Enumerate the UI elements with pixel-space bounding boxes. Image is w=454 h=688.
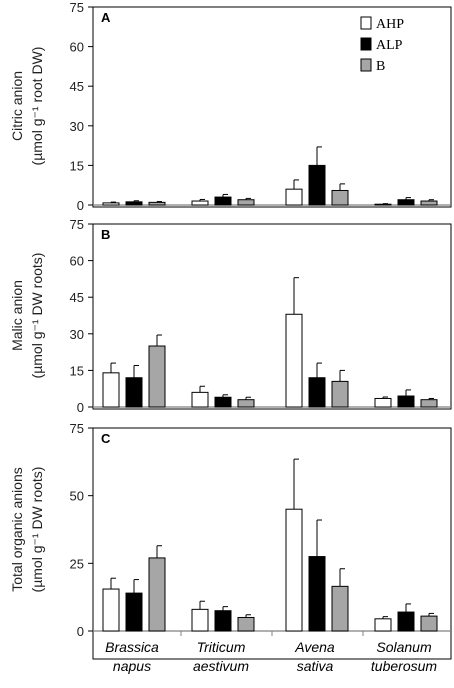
y-axis-label: (µmol g⁻¹ root DW) [29, 47, 45, 166]
y-tick-label: 0 [77, 624, 84, 639]
x-category-label: Solanum [376, 639, 432, 655]
bar-b [420, 615, 438, 632]
bar-alp [308, 556, 326, 632]
y-axis-label: Malic anion [9, 280, 25, 351]
bar-ahp [374, 203, 392, 206]
bar-ahp [191, 608, 209, 632]
y-tick-label: 60 [70, 254, 84, 269]
panel-label: B [101, 227, 110, 242]
y-tick-label: 0 [77, 400, 84, 415]
y-tick-label: 60 [70, 40, 84, 55]
panel-frame [92, 427, 452, 660]
bar-alp [397, 199, 415, 206]
bar-alp [214, 196, 232, 206]
bar-alp [125, 592, 143, 632]
bar-b [420, 200, 438, 206]
y-axis-label: (µmol g⁻¹ DW roots) [29, 253, 45, 379]
y-axis-label: Total organic anions [9, 467, 25, 592]
y-tick-label: 50 [70, 489, 84, 504]
x-category-label: tuberosum [371, 658, 437, 674]
bar-ahp [102, 372, 120, 408]
y-tick-label: 45 [70, 79, 84, 94]
panel-label: A [101, 10, 111, 25]
bar-alp [308, 164, 326, 206]
bar-ahp [285, 313, 303, 408]
y-axis-label: Citric anion [9, 71, 25, 141]
y-tick-label: 30 [70, 119, 84, 134]
y-tick-label: 75 [70, 217, 84, 232]
y-tick-label: 75 [70, 421, 84, 436]
panel-frame [92, 223, 452, 410]
x-category-label: Brassica [105, 639, 159, 655]
chart-panel-b: 0 15 30 45 60 75 B Malic anion (µmol g⁻¹ DW root… [9, 217, 452, 415]
y-axis-label: (µmol g⁻¹ DW roots) [29, 467, 45, 593]
bar-ahp [102, 202, 120, 206]
x-category-label: sativa [297, 658, 334, 674]
legend-swatch-ahp [360, 16, 372, 30]
bar-b [237, 616, 255, 632]
y-tick-label: 25 [70, 556, 84, 571]
y-tick-label: 15 [70, 158, 84, 173]
bar-alp [397, 611, 415, 632]
bar-b [237, 399, 255, 408]
bar-b [331, 380, 349, 408]
y-tick-label: 45 [70, 290, 84, 305]
bar-alp [308, 377, 326, 408]
x-category-label: Triticum [197, 639, 246, 655]
bar-ahp [191, 391, 209, 408]
legend-label-ahp: AHP [376, 17, 404, 32]
bar-ahp [374, 618, 392, 632]
panel-frame [92, 6, 452, 208]
bar-ahp [285, 188, 303, 206]
chart-panel-c: 0 25 50 75 C Total organic anions (µmol g⁻¹ DW… [9, 421, 452, 660]
bar-b [148, 345, 166, 408]
bar-ahp [374, 397, 392, 408]
y-tick-label: 30 [70, 327, 84, 342]
legend-swatch-alp [360, 37, 372, 51]
bar-alp [125, 377, 143, 408]
bar-b [331, 189, 349, 206]
legend-swatch-b [360, 58, 372, 72]
bar-ahp [285, 508, 303, 632]
bar-alp [125, 201, 143, 206]
bar-alp [214, 396, 232, 408]
x-category-label: Avena [294, 639, 335, 655]
y-tick-label: 15 [70, 363, 84, 378]
bar-b [331, 585, 349, 632]
legend: AHP ALP B [360, 16, 404, 74]
bar-ahp [102, 588, 120, 632]
bar-b [237, 199, 255, 206]
bar-ahp [191, 200, 209, 206]
legend-label-alp: ALP [376, 38, 403, 53]
bar-alp [397, 395, 415, 408]
bar-alp [214, 610, 232, 632]
y-tick-label: 0 [77, 198, 84, 213]
legend-label-b: B [376, 59, 385, 74]
panel-label: C [101, 431, 111, 446]
bar-b [148, 201, 166, 206]
y-tick-label: 75 [70, 0, 84, 15]
bar-b [148, 557, 166, 632]
x-category-label: napus [113, 658, 151, 674]
x-category-label: aestivum [193, 658, 249, 674]
chart-panel-a: 0 15 30 45 60 75 A Citric anion (µmol g⁻¹ root D… [9, 0, 452, 213]
bar-b [420, 399, 438, 408]
